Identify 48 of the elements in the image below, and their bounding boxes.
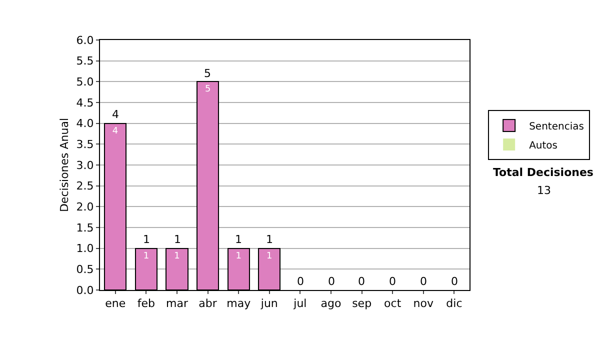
total-label: 0	[389, 275, 396, 288]
text: 3.0	[76, 158, 94, 172]
total-label: 5	[204, 67, 211, 80]
text: 2.5	[76, 180, 94, 193]
text: 4.0	[76, 117, 94, 130]
x-tick-label: nov	[413, 297, 434, 310]
legend-label: Sentencias	[529, 121, 584, 132]
total-label: 1	[266, 233, 273, 246]
x-tick-label: ago	[320, 297, 342, 310]
x-tick-label: jun	[260, 297, 278, 310]
x-tick-label: abr	[198, 297, 218, 310]
data-label: 1	[174, 251, 180, 262]
text: 6.0	[76, 34, 94, 47]
text: 0.0	[76, 284, 94, 297]
total-label: 0	[328, 275, 335, 288]
total-label: 1	[235, 233, 242, 246]
data-label: 1	[266, 251, 272, 262]
total-label: 0	[358, 275, 365, 288]
x-tick-label: feb	[137, 297, 156, 310]
text: 1.0	[76, 242, 94, 256]
total-label: 1	[143, 233, 150, 246]
text: 13	[537, 184, 551, 197]
text: 4.5	[76, 96, 94, 110]
legend-label: Autos	[529, 140, 558, 152]
data-label: 1	[143, 251, 150, 262]
total-label: 1	[174, 233, 181, 246]
total-label: 0	[420, 275, 427, 288]
total-label: 0	[451, 275, 458, 288]
text: 1.5	[76, 221, 94, 234]
x-tick-label: mar	[166, 297, 188, 310]
text: 3.5	[76, 138, 94, 152]
total-label: 0	[297, 275, 304, 288]
x-tick-label: ene	[105, 297, 126, 310]
data-label: 4	[112, 126, 118, 136]
text: 5.5	[76, 54, 94, 68]
y-axis-title: Decisiones Anual	[58, 118, 71, 212]
text: 5.0	[76, 76, 94, 89]
x-tick-label: dic	[446, 297, 462, 310]
data-label: 5	[204, 84, 211, 95]
total-label: 4	[112, 108, 119, 121]
x-tick-label: oct	[384, 297, 402, 310]
text: Total Decisiones	[493, 166, 594, 179]
data-label: 1	[236, 251, 242, 262]
text: 2.0	[76, 200, 94, 214]
x-tick-label: may	[226, 297, 252, 310]
x-tick-label: jul	[292, 297, 307, 310]
text: 0.5	[76, 263, 94, 276]
x-tick-label: sep	[352, 297, 372, 310]
